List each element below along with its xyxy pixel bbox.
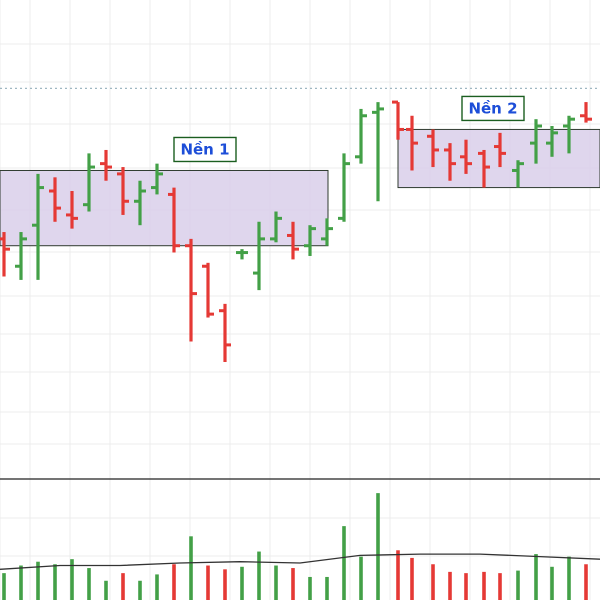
ohlc-bar: [32, 173, 44, 280]
ohlc-bar: [321, 218, 333, 246]
volume-moving-average: [0, 553, 600, 570]
ohlc-bar: [287, 221, 299, 260]
ohlc-bar: [546, 126, 558, 157]
ohlc-bar: [49, 177, 61, 222]
ohlc-bar: [83, 153, 95, 212]
ohlc-bar: [460, 139, 472, 174]
ohlc-bar: [134, 180, 146, 226]
volume-bars: [2, 493, 588, 600]
ohlc-bar: [406, 115, 418, 171]
ohlc-bar: [66, 191, 78, 229]
ohlc-bar: [185, 238, 197, 342]
ohlc-bar: [427, 129, 439, 168]
ohlc-bar: [512, 160, 524, 188]
ohlc-bar: [372, 102, 384, 202]
ohlc-bar: [444, 143, 456, 181]
zone-label-text: Nền 2: [468, 98, 517, 117]
ohlc-bar: [0, 232, 10, 277]
ohlc-bar: [392, 100, 404, 140]
ohlc-bar: [100, 149, 112, 181]
price-bars: [0, 100, 592, 362]
ohlc-bar: [117, 167, 129, 215]
ohlc-bar: [355, 108, 367, 164]
ohlc-bar: [15, 232, 27, 280]
ohlc-bar: [219, 303, 231, 362]
ohlc-bar: [563, 115, 575, 154]
ohlc-bar: [236, 249, 248, 260]
ohlc-bar: [494, 132, 506, 168]
ohlc-bar: [151, 163, 163, 195]
ohlc-bar: [168, 187, 180, 253]
ohlc-bar: [304, 225, 316, 256]
ohlc-bar: [270, 211, 282, 243]
zone-label-box: [173, 136, 237, 163]
ohlc-bar: [338, 153, 350, 222]
ohlc-bar: [202, 262, 214, 318]
ohlc-bar: [580, 102, 592, 123]
zone-label-2: Nền 2: [461, 95, 525, 122]
ohlc-bar: [530, 119, 542, 164]
ohlc-bar: [253, 221, 265, 291]
ohlc-bar: [478, 149, 490, 188]
zone-label-1: Nền 1: [173, 136, 237, 163]
consolidation-zone-1: [0, 169, 329, 247]
zone-label-box: [461, 95, 525, 122]
zone-labels: Nền 1 Nền 2: [173, 95, 525, 163]
zone-label-text: Nền 1: [180, 139, 229, 158]
